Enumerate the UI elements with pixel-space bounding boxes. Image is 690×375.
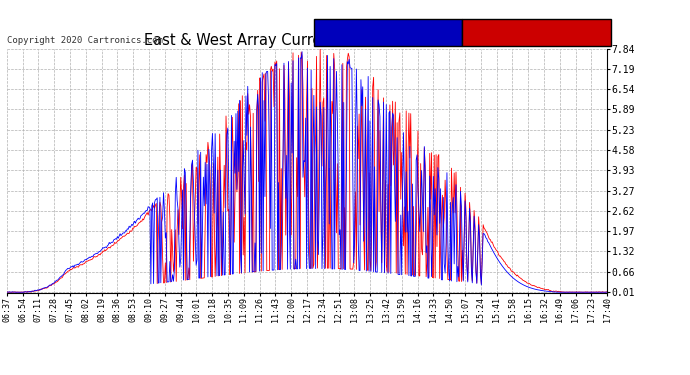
Text: West Array  (DC Amps): West Array (DC Amps)	[466, 30, 579, 39]
Text: Copyright 2020 Cartronics.com: Copyright 2020 Cartronics.com	[7, 36, 163, 45]
Text: East Array  (DC Amps): East Array (DC Amps)	[317, 30, 431, 39]
Title: East & West Array Current Thu Feb 27 17:41: East & West Array Current Thu Feb 27 17:…	[144, 33, 470, 48]
